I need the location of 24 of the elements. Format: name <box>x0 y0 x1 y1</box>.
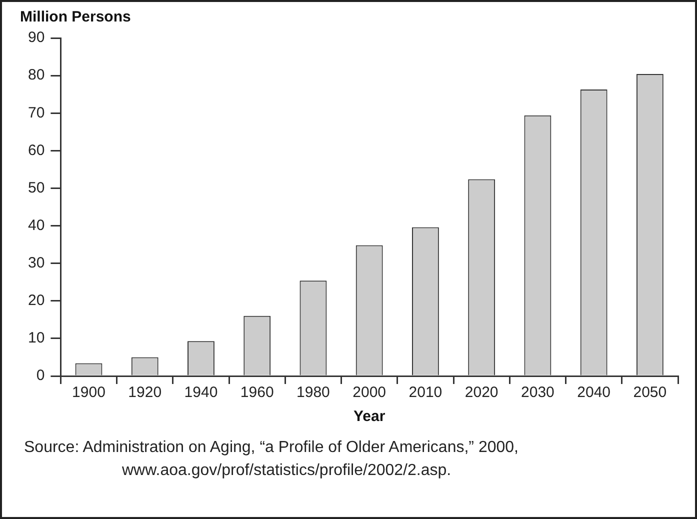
x-tick-label: 1900 <box>72 384 106 402</box>
y-tick-label: 80 <box>28 66 45 84</box>
x-axis-title: Year <box>353 408 386 426</box>
y-tick-label: 70 <box>28 104 45 122</box>
x-tick-label: 2000 <box>352 384 386 402</box>
y-tick-label: 10 <box>28 330 45 347</box>
y-tick-label: 30 <box>28 254 45 272</box>
x-tick-label: 2030 <box>521 384 554 402</box>
y-tick-label: 40 <box>28 216 45 234</box>
x-tick-label: 2040 <box>577 384 611 402</box>
y-tick-label: 90 <box>28 29 45 46</box>
y-tick-label: 60 <box>28 142 45 159</box>
x-tick-label: 1980 <box>296 384 330 402</box>
source-note: Source: Administration on Aging, “a Profile of Older Americans,” 2000, www.aoa.gov/prof/statistics/profile/2002/2.asp. <box>24 438 520 481</box>
x-tick-label: 1960 <box>240 384 274 402</box>
x-tick-label: 1940 <box>184 384 218 402</box>
y-tick-label: 50 <box>28 179 45 196</box>
y-tick-label: 20 <box>28 292 45 310</box>
x-tick-label: 1920 <box>128 384 162 402</box>
x-tick-label: 2020 <box>464 384 498 402</box>
y-tick-label: 0 <box>36 367 45 384</box>
x-tick-label: 2050 <box>633 384 667 402</box>
x-tick-label: 2010 <box>408 384 442 402</box>
y-axis-title: Million Persons <box>20 8 131 26</box>
